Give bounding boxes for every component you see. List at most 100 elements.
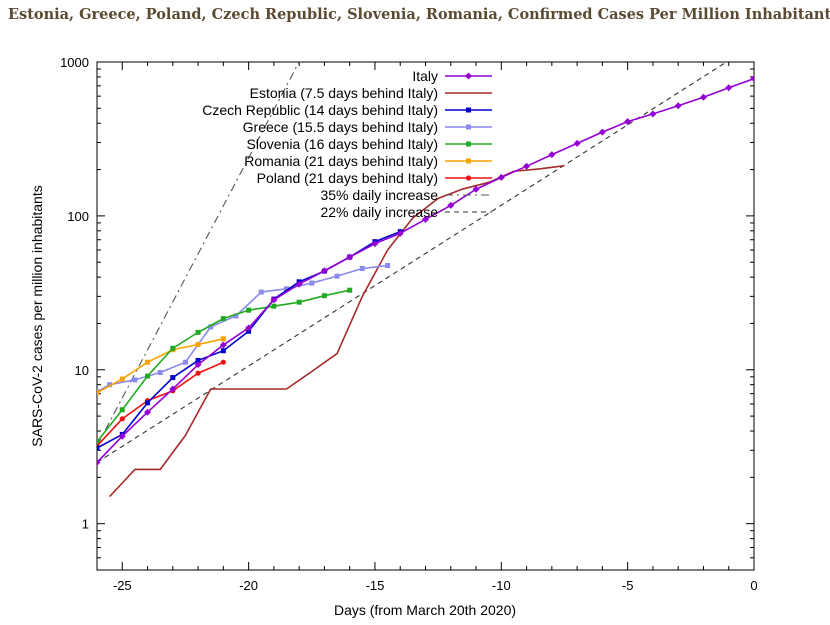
y-tick-label: 1000 bbox=[60, 55, 89, 70]
data-point bbox=[170, 375, 176, 381]
data-point bbox=[624, 118, 632, 126]
data-point bbox=[347, 287, 353, 293]
data-point bbox=[97, 390, 100, 396]
legend-marker bbox=[466, 107, 471, 113]
data-point bbox=[208, 324, 214, 330]
data-point bbox=[725, 84, 733, 92]
legend-label: Greece (15.5 days behind Italy) bbox=[243, 119, 438, 135]
legend-marker bbox=[466, 141, 471, 147]
data-point bbox=[334, 273, 340, 279]
data-point bbox=[371, 240, 379, 248]
data-point bbox=[598, 128, 606, 136]
data-point bbox=[548, 151, 556, 159]
x-tick-label: -5 bbox=[622, 578, 634, 593]
data-point bbox=[97, 439, 100, 445]
legend-entry: Slovenia (16 days behind Italy) bbox=[247, 136, 492, 152]
data-point bbox=[295, 280, 303, 288]
legend-entry: Greece (15.5 days behind Italy) bbox=[243, 119, 492, 135]
data-point bbox=[118, 432, 126, 440]
data-point bbox=[233, 313, 239, 319]
data-point bbox=[144, 408, 152, 416]
x-tick-label: -10 bbox=[492, 578, 511, 593]
data-point bbox=[107, 382, 113, 388]
data-point bbox=[194, 361, 202, 369]
legend-label: 22% daily increase bbox=[320, 204, 438, 220]
legend-marker bbox=[465, 175, 472, 181]
data-point bbox=[321, 293, 327, 299]
data-point bbox=[119, 376, 125, 382]
data-point bbox=[270, 296, 278, 304]
data-point bbox=[169, 385, 177, 393]
series-35-daily-increase bbox=[97, 62, 300, 447]
data-point bbox=[145, 359, 151, 365]
x-tick-label: -25 bbox=[113, 578, 132, 593]
series-greece-15-5-days-behind-italy bbox=[97, 263, 391, 395]
x-tick-label: 0 bbox=[750, 578, 757, 593]
data-point bbox=[346, 253, 354, 261]
series-layer bbox=[97, 62, 754, 498]
legend-marker bbox=[466, 158, 471, 164]
y-axis-label: SARS-CoV-2 cases per million inhabitants bbox=[29, 185, 45, 446]
y-tick-label: 100 bbox=[67, 209, 89, 224]
x-tick-label: -20 bbox=[239, 578, 258, 593]
data-point bbox=[220, 348, 226, 354]
data-point bbox=[523, 162, 531, 170]
legend-entry: 22% daily increase bbox=[320, 204, 492, 220]
data-point bbox=[447, 201, 455, 209]
series-line bbox=[97, 361, 224, 447]
data-point bbox=[258, 289, 264, 295]
legend-marker bbox=[465, 72, 472, 80]
data-point bbox=[145, 373, 151, 379]
data-point bbox=[422, 215, 429, 223]
data-point bbox=[119, 416, 125, 422]
data-point bbox=[97, 458, 101, 466]
legend-entry: Poland (21 days behind Italy) bbox=[257, 170, 492, 186]
data-point bbox=[220, 336, 226, 342]
data-point bbox=[195, 370, 201, 376]
data-point bbox=[219, 341, 227, 349]
series-slovenia-16-days-behind-italy bbox=[97, 287, 353, 445]
series-poland-21-days-behind-italy bbox=[97, 359, 226, 449]
data-point bbox=[296, 299, 302, 305]
series-czech-republic-14-days-behind-italy bbox=[97, 229, 403, 451]
data-point bbox=[385, 263, 391, 269]
data-point bbox=[220, 316, 226, 322]
legend-label: Estonia (7.5 days behind Italy) bbox=[250, 85, 438, 101]
legend-label: Italy bbox=[412, 68, 438, 84]
legend-entry: Romania (21 days behind Italy) bbox=[244, 153, 492, 169]
data-point bbox=[699, 93, 707, 101]
data-point bbox=[245, 324, 253, 332]
legend-entry: 35% daily increase bbox=[320, 187, 492, 203]
axes: -25 -20 -15 -10 -5 0 1 10 100 1000 bbox=[60, 55, 758, 593]
data-point bbox=[132, 377, 138, 383]
data-point bbox=[649, 110, 657, 118]
legend-label: Poland (21 days behind Italy) bbox=[257, 170, 438, 186]
data-point bbox=[246, 307, 252, 313]
data-point bbox=[359, 266, 365, 272]
y-tick-label: 1 bbox=[82, 517, 89, 532]
legend-marker bbox=[466, 124, 471, 130]
data-point bbox=[396, 229, 404, 237]
data-point bbox=[472, 185, 480, 193]
page-title: Estonia, Greece, Poland, Czech Republic,… bbox=[8, 6, 830, 23]
series-line bbox=[97, 62, 728, 463]
data-point bbox=[170, 345, 176, 351]
series-italy bbox=[97, 75, 754, 466]
data-point bbox=[119, 407, 125, 413]
series-22-daily-increase bbox=[97, 62, 728, 463]
data-point bbox=[497, 173, 505, 181]
data-point bbox=[182, 359, 188, 365]
legend-label: Czech Republic (14 days behind Italy) bbox=[202, 102, 438, 118]
series-line bbox=[97, 62, 300, 447]
data-point bbox=[195, 329, 201, 335]
data-point bbox=[750, 75, 754, 83]
data-point bbox=[220, 359, 226, 365]
legend-label: Slovenia (16 days behind Italy) bbox=[247, 136, 438, 152]
data-point bbox=[309, 280, 315, 286]
legend-entry: Italy bbox=[412, 68, 492, 84]
x-tick-label: -15 bbox=[366, 578, 385, 593]
data-point bbox=[320, 267, 328, 275]
data-point bbox=[145, 400, 151, 406]
